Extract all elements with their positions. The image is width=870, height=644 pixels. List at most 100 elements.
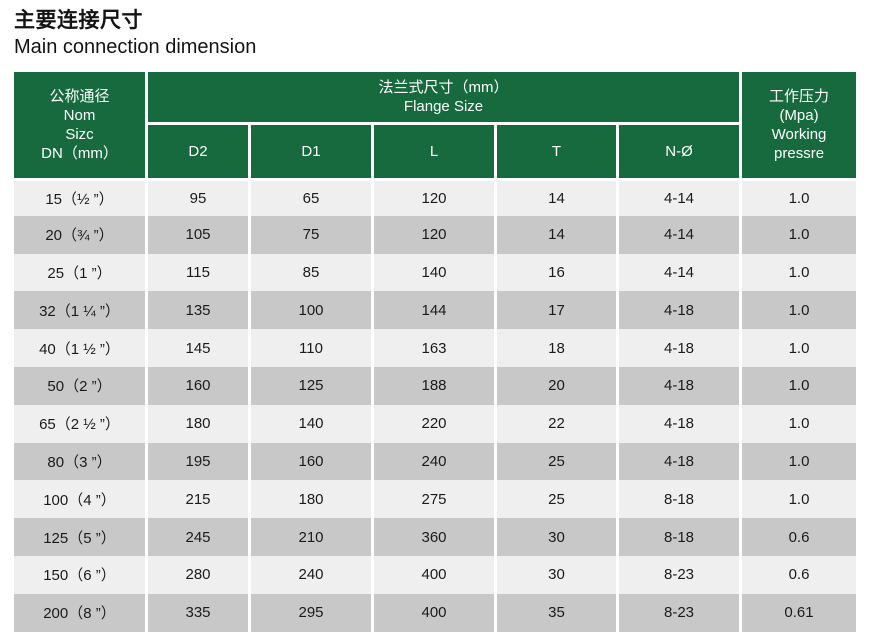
cell-d2: 105: [148, 215, 251, 254]
cell-t: 14: [497, 215, 619, 254]
table-body: 15（½ ”） 95 65 120 14 4-14 1.0 20（¾ ”） 10…: [14, 178, 857, 632]
cell-n-diameter: 8-18: [619, 480, 743, 519]
cell-nominal-diameter: 20（¾ ”）: [14, 215, 148, 254]
cell-n-diameter: 8-23: [619, 593, 743, 632]
cell-d2: 195: [148, 442, 251, 481]
table-row: 50（2 ”） 160 125 188 20 4-18 1.0: [14, 366, 857, 405]
cell-t: 20: [497, 366, 619, 405]
cell-t: 18: [497, 329, 619, 367]
cell-nominal-diameter: 32（1 ¼ ”）: [14, 291, 148, 330]
cell-d2: 245: [148, 518, 251, 556]
cell-d2: 135: [148, 291, 251, 330]
page-title-english: Main connection dimension: [14, 36, 257, 58]
cell-nominal-diameter: 15（½ ”）: [14, 178, 148, 216]
cell-d2: 95: [148, 178, 251, 216]
cell-d2: 145: [148, 329, 251, 367]
header-flange-line-2: Flange Size: [403, 98, 484, 115]
cell-l: 188: [374, 366, 497, 405]
header-pressure-line-2: (Mpa): [779, 107, 819, 124]
cell-working-pressure: 0.61: [742, 593, 857, 632]
cell-nominal-diameter: 50（2 ”）: [14, 366, 148, 405]
cell-d2: 280: [148, 555, 251, 594]
table-row: 200（8 ”） 335 295 400 35 8-23 0.61: [14, 593, 857, 632]
cell-d1: 100: [251, 291, 374, 330]
cell-t: 17: [497, 291, 619, 330]
cell-d1: 75: [251, 215, 374, 254]
cell-d1: 180: [251, 480, 374, 519]
header-row-top: 公称通径 Nom Sizc DN（mm） 法兰式尺寸（mm） Flange Si…: [14, 72, 857, 178]
table-row: 40（1 ½ ”） 145 110 163 18 4-18 1.0: [14, 329, 857, 367]
cell-t: 35: [497, 593, 619, 632]
cell-t: 16: [497, 253, 619, 292]
table-row: 15（½ ”） 95 65 120 14 4-14 1.0: [14, 178, 857, 216]
subheader-t: T: [497, 122, 619, 178]
cell-nominal-diameter: 150（6 ”）: [14, 555, 148, 594]
cell-l: 120: [374, 215, 497, 254]
cell-d1: 110: [251, 329, 374, 367]
cell-n-diameter: 4-18: [619, 442, 743, 481]
subheader-d1: D1: [251, 122, 374, 178]
header-nominal-line-3: Sizc: [65, 126, 94, 143]
cell-nominal-diameter: 40（1 ½ ”）: [14, 329, 148, 367]
cell-nominal-diameter: 65（2 ½ ”）: [14, 404, 148, 443]
table-row: 65（2 ½ ”） 180 140 220 22 4-18 1.0: [14, 404, 857, 443]
cell-d2: 335: [148, 593, 251, 632]
cell-l: 275: [374, 480, 497, 519]
header-nominal-line-2: Nom: [63, 107, 96, 124]
cell-t: 30: [497, 518, 619, 556]
cell-working-pressure: 0.6: [742, 555, 857, 594]
header-flange-size: 法兰式尺寸（mm） Flange Size: [148, 72, 743, 122]
cell-working-pressure: 0.6: [742, 518, 857, 556]
cell-working-pressure: 1.0: [742, 366, 857, 405]
cell-working-pressure: 1.0: [742, 178, 857, 216]
cell-d1: 125: [251, 366, 374, 405]
table-row: 150（6 ”） 280 240 400 30 8-23 0.6: [14, 555, 857, 594]
cell-working-pressure: 1.0: [742, 215, 857, 254]
cell-working-pressure: 1.0: [742, 404, 857, 443]
table-row: 20（¾ ”） 105 75 120 14 4-14 1.0: [14, 215, 857, 254]
subheader-d2: D2: [148, 122, 251, 178]
header-nominal-diameter: 公称通径 Nom Sizc DN（mm）: [14, 72, 148, 178]
cell-d1: 85: [251, 253, 374, 292]
cell-d1: 295: [251, 593, 374, 632]
cell-d1: 160: [251, 442, 374, 481]
page-title-chinese: 主要连接尺寸: [14, 9, 143, 32]
cell-l: 140: [374, 253, 497, 292]
cell-working-pressure: 1.0: [742, 442, 857, 481]
header-flange-line-1: 法兰式尺寸（mm）: [378, 79, 509, 96]
cell-working-pressure: 1.0: [742, 253, 857, 292]
cell-t: 30: [497, 555, 619, 594]
cell-n-diameter: 4-14: [619, 253, 743, 292]
header-pressure-line-1: 工作压力: [769, 88, 830, 105]
cell-n-diameter: 4-14: [619, 215, 743, 254]
cell-working-pressure: 1.0: [742, 329, 857, 367]
subheader-n-diameter: N-Ø: [619, 122, 743, 178]
cell-nominal-diameter: 125（5 ”）: [14, 518, 148, 556]
cell-nominal-diameter: 80（3 ”）: [14, 442, 148, 481]
dimension-table: 公称通径 Nom Sizc DN（mm） 法兰式尺寸（mm） Flange Si…: [14, 72, 857, 632]
cell-n-diameter: 4-18: [619, 329, 743, 367]
cell-d1: 240: [251, 555, 374, 594]
cell-t: 25: [497, 480, 619, 519]
subheader-l: L: [374, 122, 497, 178]
cell-d2: 115: [148, 253, 251, 292]
cell-nominal-diameter: 100（4 ”）: [14, 480, 148, 519]
cell-n-diameter: 4-18: [619, 291, 743, 330]
cell-nominal-diameter: 25（1 ”）: [14, 253, 148, 292]
header-nominal-line-4: DN（mm）: [41, 145, 118, 162]
cell-d2: 160: [148, 366, 251, 405]
cell-d2: 180: [148, 404, 251, 443]
cell-working-pressure: 1.0: [742, 480, 857, 519]
cell-n-diameter: 4-18: [619, 366, 743, 405]
cell-d1: 140: [251, 404, 374, 443]
cell-n-diameter: 8-23: [619, 555, 743, 594]
header-pressure-line-4: pressre: [774, 145, 825, 162]
header-nominal-line-1: 公称通径: [49, 88, 110, 105]
cell-d1: 210: [251, 518, 374, 556]
cell-d2: 215: [148, 480, 251, 519]
cell-n-diameter: 4-18: [619, 404, 743, 443]
cell-l: 144: [374, 291, 497, 330]
header-pressure-line-3: Working: [771, 126, 827, 143]
cell-working-pressure: 1.0: [742, 291, 857, 330]
